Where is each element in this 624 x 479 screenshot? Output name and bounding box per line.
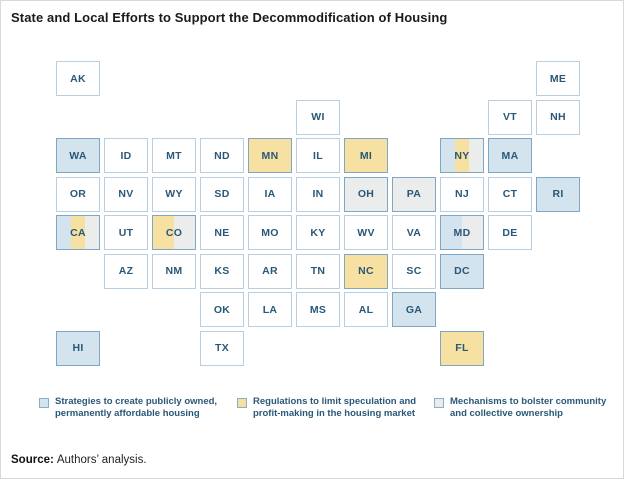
- state-tile-ky: KY: [296, 215, 340, 250]
- state-tile-in: IN: [296, 176, 340, 212]
- state-tile-ma: MA: [488, 138, 532, 173]
- state-tile-grid: AK ME WI VT NH WA ID MT ND MN IL MI NY MA OR NV WY SD IA IN…: [56, 61, 580, 366]
- state-tile-nd: ND: [200, 138, 244, 173]
- state-tile-nv: NV: [104, 176, 148, 212]
- state-tile-wv: WV: [344, 215, 388, 250]
- state-tile-ct: CT: [488, 176, 532, 212]
- state-tile-ia: IA: [248, 176, 292, 212]
- legend-swatch-speculation-icon: [237, 398, 247, 408]
- state-tile-wa: WA: [56, 138, 100, 173]
- state-tile-nc: NC: [344, 253, 388, 289]
- state-tile-az: AZ: [104, 253, 148, 289]
- legend-label-community: Mechanisms to bolster community and coll…: [450, 396, 607, 420]
- state-tile-or: OR: [56, 176, 100, 212]
- state-tile-ar: AR: [248, 253, 292, 289]
- source-label: Source:: [11, 454, 54, 466]
- state-tile-ca: CA: [56, 215, 100, 250]
- state-tile-wy: WY: [152, 176, 196, 212]
- state-tile-fl: FL: [440, 330, 484, 366]
- state-tile-nh: NH: [536, 99, 580, 135]
- state-tile-mn: MN: [248, 138, 292, 173]
- legend-item-speculation: Regulations to limit speculation and pro…: [237, 396, 431, 420]
- legend-swatch-community-icon: [434, 398, 444, 408]
- state-tile-wi: WI: [296, 99, 340, 135]
- state-tile-ms: MS: [296, 292, 340, 327]
- legend-item-community: Mechanisms to bolster community and coll…: [434, 396, 618, 420]
- state-tile-ak: AK: [56, 61, 100, 96]
- figure-title: State and Local Efforts to Support the D…: [11, 10, 448, 25]
- state-tile-hi: HI: [56, 330, 100, 366]
- legend-item-publicly-owned: Strategies to create publicly owned, per…: [39, 396, 227, 420]
- legend-swatch-publicly-owned-icon: [39, 398, 49, 408]
- state-tile-ok: OK: [200, 292, 244, 327]
- state-tile-al: AL: [344, 292, 388, 327]
- state-tile-la: LA: [248, 292, 292, 327]
- state-tile-va: VA: [392, 215, 436, 250]
- legend-label-speculation: Regulations to limit speculation and pro…: [253, 396, 417, 420]
- state-tile-pa: PA: [392, 176, 436, 212]
- state-tile-me: ME: [536, 61, 580, 96]
- state-tile-ga: GA: [392, 292, 436, 327]
- state-tile-de: DE: [488, 215, 532, 250]
- state-tile-sc: SC: [392, 253, 436, 289]
- state-tile-sd: SD: [200, 176, 244, 212]
- state-tile-mo: MO: [248, 215, 292, 250]
- state-tile-id: ID: [104, 138, 148, 173]
- state-tile-il: IL: [296, 138, 340, 173]
- state-tile-ny: NY: [440, 138, 484, 173]
- state-tile-ut: UT: [104, 215, 148, 250]
- state-tile-mt: MT: [152, 138, 196, 173]
- state-tile-tx: TX: [200, 330, 244, 366]
- state-tile-vt: VT: [488, 99, 532, 135]
- state-tile-co: CO: [152, 215, 196, 250]
- state-tile-md: MD: [440, 215, 484, 250]
- state-tile-nm: NM: [152, 253, 196, 289]
- state-tile-dc: DC: [440, 253, 484, 289]
- source-text: Authors’ analysis.: [56, 454, 147, 466]
- source-note: Source: Authors’ analysis.: [11, 454, 147, 466]
- state-tile-mi: MI: [344, 138, 388, 173]
- state-tile-ri: RI: [536, 176, 580, 212]
- state-tile-ne: NE: [200, 215, 244, 250]
- legend-label-publicly-owned: Strategies to create publicly owned, per…: [55, 396, 218, 420]
- state-tile-ks: KS: [200, 253, 244, 289]
- state-tile-tn: TN: [296, 253, 340, 289]
- state-tile-nj: NJ: [440, 176, 484, 212]
- state-tile-oh: OH: [344, 176, 388, 212]
